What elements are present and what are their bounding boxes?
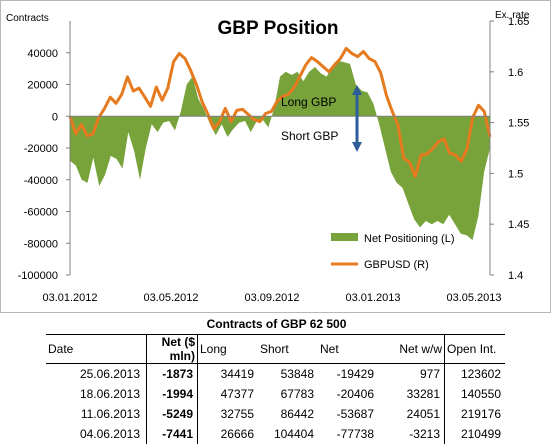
right-tick-label: 1.5 xyxy=(508,168,523,180)
header-net: Net xyxy=(318,334,378,364)
x-tick-label: 03.09.2012 xyxy=(244,292,299,304)
table-header-row: Date Net ($ mln) Long Short Net Net w/w … xyxy=(46,334,505,364)
cell-open-int: 123602 xyxy=(460,367,501,381)
left-tick-label: -20000 xyxy=(24,143,58,155)
right-tick-label: 1.4 xyxy=(508,270,523,282)
legend-line-label: GBPUSD (R) xyxy=(364,259,429,271)
cell-net-usd: -1873 xyxy=(146,363,198,384)
cell-date: 04.06.2013 xyxy=(46,424,147,444)
left-tick-label: -80000 xyxy=(24,238,58,250)
left-tick-label: 20000 xyxy=(27,80,58,92)
cell-short: 53848 xyxy=(280,367,314,381)
left-tick-label: -40000 xyxy=(24,175,58,187)
net-positioning-area xyxy=(70,60,490,241)
legend: Net Positioning (L) GBPUSD (R) xyxy=(331,233,455,271)
cell-open-int: 210499 xyxy=(460,427,501,441)
cell-short: 104404 xyxy=(273,427,314,441)
cell-net: -77738 xyxy=(336,427,374,441)
cell-net-ww: -3213 xyxy=(378,424,445,444)
table-title: Contracts of GBP 62 500 xyxy=(206,317,347,331)
cell-long: 26666 xyxy=(220,427,254,441)
cell-short: 86442 xyxy=(280,407,314,421)
cell-net: -19429 xyxy=(336,367,374,381)
cell-date: 18.06.2013 xyxy=(46,384,147,404)
left-tick-label: -100000 xyxy=(18,270,58,282)
cell-net: -53687 xyxy=(336,407,374,421)
right-axis-label: Ex. rate xyxy=(495,10,530,21)
gbp-position-chart: 40000 20000 0 -20000 -40000 -60000 -80000 -1000… xyxy=(6,10,530,304)
header-date: Date xyxy=(46,334,147,364)
chart-title: GBP Position xyxy=(217,18,338,39)
left-tick-label: 0 xyxy=(52,111,58,123)
left-tick-label: 40000 xyxy=(27,48,58,60)
cell-long: 47377 xyxy=(220,387,254,401)
cell-net-usd: -1994 xyxy=(146,384,198,404)
table-row: 11.06.2013 -5249 32755 86442 -53687 2405… xyxy=(46,404,505,424)
right-tick-label: 1.45 xyxy=(508,219,529,231)
cell-net-usd: -7441 xyxy=(146,424,198,444)
cell-net: -20406 xyxy=(336,387,374,401)
legend-area-swatch xyxy=(331,233,358,241)
gbpusd-line xyxy=(68,46,492,178)
cell-long: 32755 xyxy=(220,407,254,421)
cell-date: 25.06.2013 xyxy=(46,363,147,384)
table-row: 04.06.2013 -7441 26666 104404 -77738 -32… xyxy=(46,424,505,444)
cell-net-ww: 33281 xyxy=(378,384,445,404)
right-tick-label: 1.6 xyxy=(508,67,523,79)
table-row: 25.06.2013 -1873 34419 53848 -19429 977 … xyxy=(46,363,505,384)
cell-short: 67783 xyxy=(280,387,314,401)
long-short-arrow xyxy=(352,85,362,152)
x-tick-label: 03.05.2012 xyxy=(143,292,198,304)
cell-date: 11.06.2013 xyxy=(46,404,147,424)
x-tick-label: 03.01.2013 xyxy=(345,292,400,304)
x-tick-label: 03.01.2012 xyxy=(42,292,97,304)
left-axis-label: Contracts xyxy=(6,13,49,24)
cell-net-ww: 24051 xyxy=(378,404,445,424)
cell-net-usd: -5249 xyxy=(146,404,198,424)
cell-net-ww: 977 xyxy=(378,363,445,384)
cell-open-int: 140550 xyxy=(460,387,501,401)
cell-open-int: 219176 xyxy=(460,407,501,421)
chart-axes: 40000 20000 0 -20000 -40000 -60000 -80000 -1000… xyxy=(18,16,530,304)
header-open-int: Open Int. xyxy=(444,334,505,364)
header-short: Short xyxy=(258,334,318,364)
right-tick-label: 1.65 xyxy=(508,16,529,28)
long-annotation: Long GBP xyxy=(281,95,336,109)
table-row: 18.06.2013 -1994 47377 67783 -20406 3328… xyxy=(46,384,505,404)
contracts-table: Date Net ($ mln) Long Short Net Net w/w … xyxy=(46,334,505,444)
short-annotation: Short GBP xyxy=(281,129,338,143)
legend-area-label: Net Positioning (L) xyxy=(364,233,455,245)
x-tick-label: 03.05.2013 xyxy=(446,292,501,304)
header-long: Long xyxy=(197,334,258,364)
header-net-usd: Net ($ mln) xyxy=(146,334,198,364)
header-net-ww: Net w/w xyxy=(378,334,445,364)
right-tick-label: 1.55 xyxy=(508,118,529,130)
chart-container: 40000 20000 0 -20000 -40000 -60000 -80000 -1000… xyxy=(0,0,551,313)
cell-long: 34419 xyxy=(220,367,254,381)
left-tick-label: -60000 xyxy=(24,207,58,219)
